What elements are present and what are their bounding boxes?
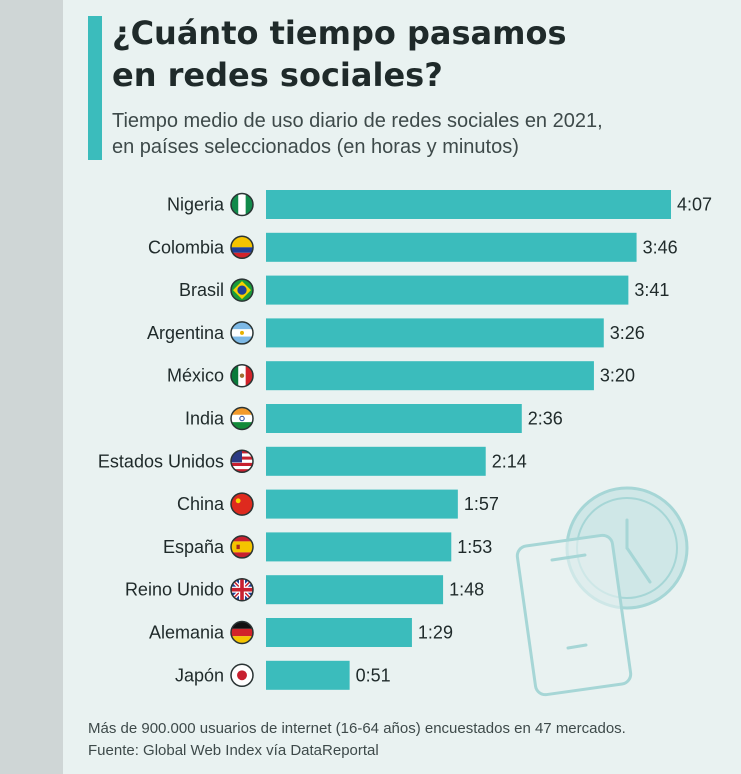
category-label: China (177, 494, 225, 514)
chart-title: ¿Cuánto tiempo pasamos (112, 14, 567, 52)
category-label: España (163, 537, 225, 557)
flag-japan-icon (230, 663, 254, 688)
data-label: 0:51 (356, 665, 391, 685)
flag-brasil-icon (230, 278, 254, 302)
bar (266, 361, 594, 391)
category-label: Alemania (149, 623, 225, 643)
category-label: Estados Unidos (98, 451, 224, 471)
flag-uk-icon (230, 577, 254, 602)
bar (266, 489, 458, 519)
bar (266, 232, 637, 262)
data-label: 4:07 (677, 195, 712, 215)
flag-china-icon (230, 492, 254, 516)
data-label: 3:41 (634, 280, 669, 300)
flag-mexico-icon (230, 363, 254, 388)
bar (266, 575, 444, 605)
category-label: India (185, 409, 225, 429)
bar (266, 618, 412, 647)
category-label: Brasil (179, 280, 224, 300)
flag-spain-icon (230, 535, 254, 559)
data-label: 1:53 (457, 537, 492, 557)
flag-nigeria-icon (230, 192, 254, 217)
smartphone-icon (515, 533, 633, 697)
data-label: 1:48 (449, 580, 484, 600)
category-label: Japón (175, 665, 224, 685)
footnote-source: Fuente: Global Web Index vía DataReporta… (88, 742, 379, 759)
title-accent-bar (88, 16, 102, 160)
flag-germany-icon (230, 620, 254, 645)
data-label: 3:26 (610, 323, 645, 343)
decoration (515, 486, 689, 697)
bar (266, 532, 452, 562)
footnote: Más de 900.000 usuarios de internet (16-… (88, 718, 626, 762)
flag-colombia-icon (230, 235, 254, 260)
data-label: 3:46 (643, 237, 678, 257)
subtitle-line1: Tiempo medio de uso diario de redes soci… (112, 110, 603, 132)
bar (266, 275, 629, 305)
bar (266, 446, 486, 476)
bar (266, 190, 671, 219)
flag-argentina-icon (230, 321, 254, 345)
category-label: Colombia (148, 237, 225, 257)
category-label: Argentina (147, 323, 225, 343)
flag-india-icon (230, 406, 254, 431)
data-label: 2:14 (492, 451, 527, 471)
header: ¿Cuánto tiempo pasamos en redes sociales… (112, 12, 712, 160)
data-label: 2:36 (528, 409, 563, 429)
bar (266, 404, 522, 433)
subtitle-line2: en países seleccionados (en horas y minu… (112, 136, 519, 158)
category-label: Reino Unido (125, 580, 224, 600)
footnote-survey: Más de 900.000 usuarios de internet (16-… (88, 720, 626, 737)
bar (266, 660, 350, 690)
chart-subtitle: Tiempo medio de uso diario de redes soci… (112, 108, 712, 160)
data-label: 1:29 (418, 623, 453, 643)
chart-title-line2: en redes sociales? (112, 56, 443, 94)
flag-usa-icon (230, 449, 254, 474)
data-label: 1:57 (464, 494, 499, 514)
category-label: México (167, 366, 224, 386)
category-label: Nigeria (167, 195, 225, 215)
bar (266, 318, 604, 348)
data-label: 3:20 (600, 366, 635, 386)
